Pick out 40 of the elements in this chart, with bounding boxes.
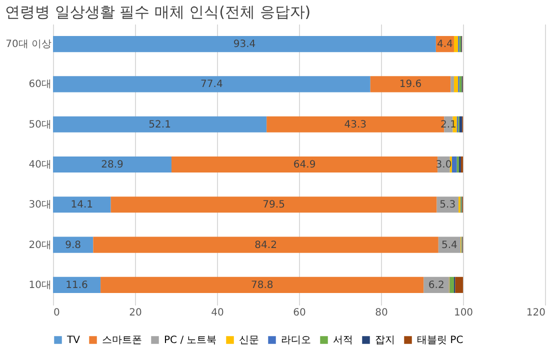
data-label: 93.4 — [233, 39, 256, 50]
x-tick-label: 120 — [526, 308, 546, 318]
legend-label: PC / 노트북 — [164, 335, 217, 346]
legend-label: 태블릿 PC — [417, 335, 464, 346]
data-label: 9.8 — [65, 240, 82, 251]
data-label: 4.4 — [437, 39, 453, 50]
legend-label: TV — [66, 335, 80, 346]
data-label: 78.8 — [250, 280, 274, 291]
x-tick-label: 40 — [211, 308, 224, 318]
data-label: 84.2 — [254, 240, 277, 251]
y-tick-label: 50대 — [28, 119, 52, 130]
data-label: 43.3 — [344, 119, 367, 130]
data-label: 79.5 — [262, 200, 285, 211]
data-label: 5.3 — [440, 200, 456, 211]
x-tick-label: 60 — [293, 308, 306, 318]
y-tick-label: 30대 — [28, 200, 52, 211]
legend-label: 스마트폰 — [102, 335, 142, 346]
x-tick-label: 80 — [375, 308, 388, 318]
data-label: 11.6 — [66, 280, 88, 291]
data-label: 52.1 — [148, 119, 171, 130]
data-label: 77.4 — [200, 79, 223, 90]
x-tick-label: 0 — [54, 308, 60, 318]
data-label: 28.9 — [101, 160, 124, 170]
y-tick-label: 70대 이상 — [6, 39, 52, 50]
y-tick-label: 20대 — [28, 240, 52, 251]
y-tick-label: 10대 — [28, 280, 52, 291]
data-label: 19.6 — [399, 79, 422, 90]
data-label: 5.4 — [442, 240, 458, 251]
data-label: 14.1 — [70, 200, 94, 211]
legend-label: 신문 — [239, 335, 259, 346]
data-label: 6.2 — [428, 280, 444, 291]
data-label: 64.9 — [293, 160, 316, 170]
legend-label: 잡지 — [375, 335, 395, 346]
x-tick-label: 100 — [454, 308, 474, 318]
y-tick-label: 60대 — [28, 79, 52, 90]
legend-label: 라디오 — [281, 335, 311, 346]
legend-label: 서적 — [333, 335, 353, 346]
y-tick-label: 40대 — [28, 160, 52, 170]
x-tick-label: 20 — [129, 308, 142, 318]
chart-title: 연령병 일상생활 필수 매체 인식(전체 응답자) — [5, 3, 311, 21]
